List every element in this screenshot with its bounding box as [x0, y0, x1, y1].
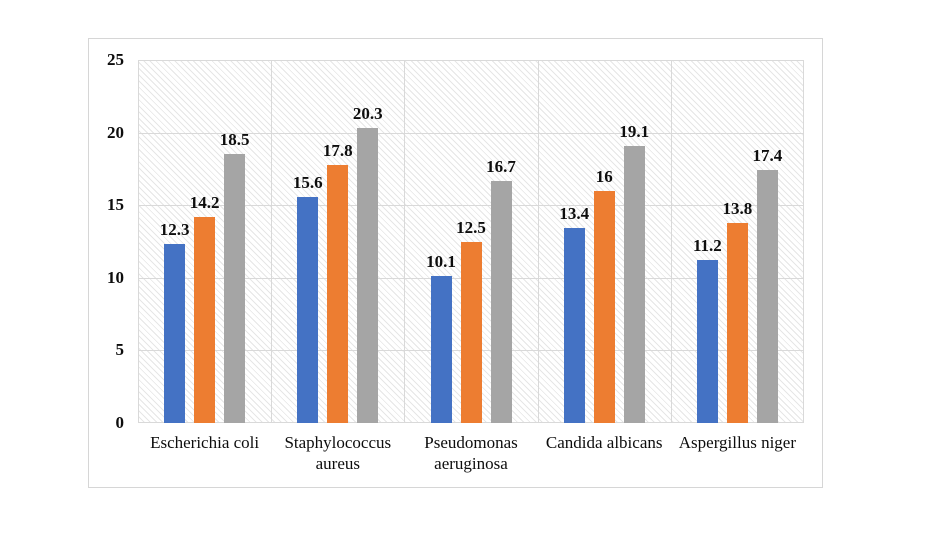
blue-series-bar — [696, 260, 718, 423]
y-axis-tick-label: 15 — [107, 195, 124, 215]
blue-series-bar — [563, 228, 585, 423]
data-label: 12.5 — [456, 217, 486, 237]
x-axis-category-label: Candida albicans — [545, 433, 663, 452]
y-axis-tick-label: 25 — [107, 50, 124, 69]
data-label: 19.1 — [619, 121, 650, 141]
horizontal-gridline — [138, 60, 804, 61]
horizontal-gridline — [138, 133, 804, 134]
vertical-gridline — [138, 60, 139, 423]
data-label: 20.3 — [352, 104, 383, 124]
horizontal-gridline — [138, 205, 804, 206]
orange-series-bar — [327, 164, 349, 423]
gray-series-bar — [357, 128, 379, 423]
data-label: 17.8 — [322, 140, 353, 160]
vertical-gridline — [404, 60, 405, 423]
data-label: 17.4 — [752, 146, 783, 166]
x-axis-category-label: Escherichia coli — [150, 433, 260, 452]
y-axis-tick-label: 0 — [115, 413, 125, 432]
vertical-gridline — [271, 60, 272, 423]
orange-series-bar — [460, 241, 482, 423]
data-label: 18.5 — [219, 130, 250, 150]
data-label: 15.6 — [292, 172, 323, 192]
chart-frame: 12.3 14.2 18.5 15.6 17.8 20.3 10.1 12.5 16.7 13.4… — [88, 38, 823, 488]
data-label: 16.7 — [486, 156, 516, 176]
gray-series-bar — [490, 180, 512, 423]
data-label: 13.4 — [559, 204, 590, 224]
data-label: 14.2 — [189, 192, 220, 212]
gray-series-bar — [623, 145, 645, 423]
vertical-gridline — [803, 60, 804, 423]
x-axis-category-label: Aspergillus niger — [678, 433, 797, 452]
gray-series-bar — [224, 154, 246, 423]
y-axis-tick-label: 5 — [115, 340, 125, 360]
y-axis-tick-label: 20 — [107, 122, 124, 142]
x-axis-category-label: Pseudomonas aeruginosa — [424, 433, 518, 473]
data-label: 11.2 — [692, 236, 722, 256]
blue-series-bar — [297, 196, 319, 423]
data-label: 13.8 — [722, 198, 753, 218]
vertical-gridline — [538, 60, 539, 423]
data-label: 16 — [595, 166, 613, 186]
plot-area: 12.3 14.2 18.5 15.6 17.8 20.3 10.1 12.5 16.7 13.4… — [138, 60, 804, 423]
vertical-gridline — [671, 60, 672, 423]
data-label: 12.3 — [159, 220, 190, 240]
data-label: 10.1 — [426, 252, 456, 272]
y-axis-tick-label: 10 — [107, 267, 124, 287]
blue-series-bar — [164, 244, 186, 423]
orange-series-bar — [726, 222, 748, 423]
orange-series-bar — [593, 190, 615, 423]
x-axis-category-label: Staphylococcus aureus — [284, 433, 392, 473]
gray-series-bar — [756, 170, 778, 423]
orange-series-bar — [194, 216, 216, 423]
blue-series-bar — [430, 276, 452, 423]
